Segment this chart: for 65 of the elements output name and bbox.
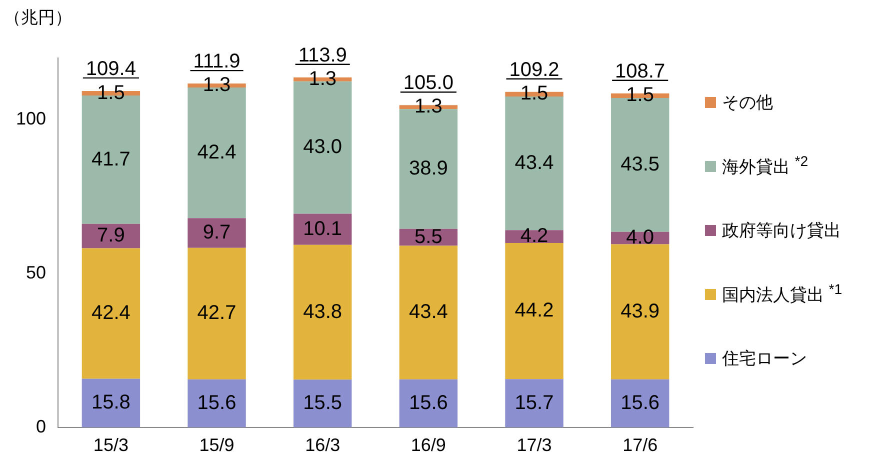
x-tick-label: 16/9 xyxy=(410,435,446,456)
bar xyxy=(294,214,352,245)
y-tick-label: 100 xyxy=(16,108,46,129)
data-label: 9.7 xyxy=(202,222,231,244)
total-label: 108.7 xyxy=(615,60,666,82)
data-label: 1.3 xyxy=(414,96,442,118)
data-label: 42.4 xyxy=(197,141,236,164)
data-label: 7.9 xyxy=(97,224,125,247)
bar xyxy=(82,248,140,379)
total-label: 105.0 xyxy=(403,72,454,94)
data-label: 38.9 xyxy=(408,157,448,180)
data-label: 43.0 xyxy=(303,136,342,158)
data-label: 42.4 xyxy=(91,302,130,324)
bar xyxy=(505,379,564,428)
x-tick-label: 17/3 xyxy=(516,435,552,456)
data-label: 43.4 xyxy=(408,301,448,324)
legend-label: 住宅ローン xyxy=(722,348,807,370)
bar xyxy=(399,379,458,428)
data-label: 41.7 xyxy=(91,148,130,170)
data-label: 15.6 xyxy=(620,392,660,414)
data-label: 15.7 xyxy=(514,392,554,414)
data-label: 1.5 xyxy=(520,82,548,105)
data-label: 43.4 xyxy=(514,152,554,174)
legend-label: 海外貸出 $^{*2}$ xyxy=(722,154,808,178)
bar xyxy=(82,378,140,428)
total-label: 113.9 xyxy=(298,44,347,66)
data-label: 15.6 xyxy=(408,392,448,414)
y-axis-title: （兆円） xyxy=(4,7,72,29)
bar xyxy=(188,379,246,428)
x-tick-label: 17/6 xyxy=(622,435,658,456)
x-tick-label: 15/9 xyxy=(199,435,234,456)
bar xyxy=(399,246,458,380)
data-label: 15.6 xyxy=(197,392,236,414)
data-label: 5.5 xyxy=(414,226,442,248)
total-label: 109.4 xyxy=(86,58,136,80)
legend-label: 国内法人貸出 $^{*1}$ xyxy=(722,282,842,306)
data-label: 43.9 xyxy=(620,300,660,322)
bar xyxy=(188,248,246,380)
bar xyxy=(294,244,352,380)
data-label: 44.2 xyxy=(514,300,554,322)
legend-label: 政府等向け貸出 xyxy=(722,220,841,242)
bar xyxy=(294,380,352,428)
data-label: 42.7 xyxy=(197,302,236,324)
bar xyxy=(610,244,670,380)
bar xyxy=(188,218,246,248)
data-label: 15.8 xyxy=(91,392,130,414)
legend-label: その他 xyxy=(722,92,773,114)
data-label: 10.1 xyxy=(303,218,342,240)
bar xyxy=(610,379,670,428)
data-label: 1.3 xyxy=(308,68,337,90)
x-tick-label: 16/3 xyxy=(305,435,340,456)
total-label: 111.9 xyxy=(193,50,240,73)
y-tick-label: 0 xyxy=(36,416,46,436)
total-label: 109.2 xyxy=(509,58,560,81)
data-label: 4.0 xyxy=(626,226,654,249)
data-label: 4.2 xyxy=(520,225,548,248)
data-label: 1.3 xyxy=(202,74,231,96)
data-label: 43.5 xyxy=(620,153,660,176)
bar xyxy=(505,243,564,380)
x-tick-label: 15/3 xyxy=(93,435,128,456)
data-label: 1.5 xyxy=(626,84,654,106)
y-tick-label: 50 xyxy=(26,262,46,282)
data-label: 43.8 xyxy=(303,300,342,323)
data-label: 15.5 xyxy=(303,392,342,414)
data-label: 1.5 xyxy=(97,82,125,104)
